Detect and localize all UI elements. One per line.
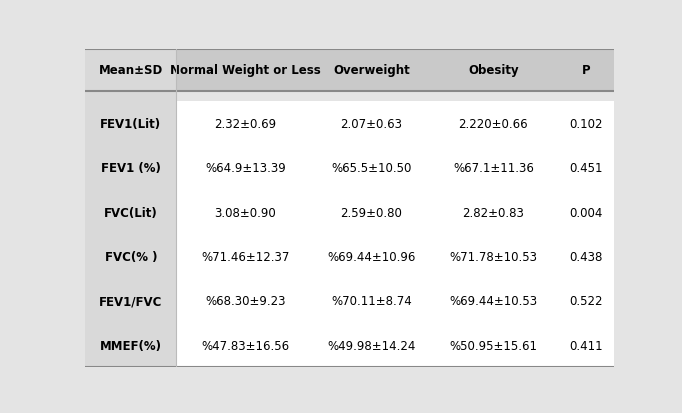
Bar [85, 146, 176, 190]
Text: %64.9±13.39: %64.9±13.39 [205, 162, 286, 175]
Bar [314, 235, 429, 279]
Bar [314, 323, 429, 368]
Bar [429, 190, 558, 235]
Bar [558, 323, 614, 368]
Bar [429, 323, 558, 368]
Bar [558, 50, 614, 92]
Text: 0.522: 0.522 [569, 294, 603, 308]
Bar [85, 190, 176, 235]
Bar [429, 50, 558, 92]
Text: 0.004: 0.004 [569, 206, 603, 219]
Bar [176, 323, 314, 368]
Bar [85, 50, 176, 92]
Bar [176, 190, 314, 235]
Bar [176, 92, 314, 102]
Bar [85, 279, 176, 323]
Text: 0.451: 0.451 [569, 162, 603, 175]
Bar [314, 102, 429, 146]
Text: FVC(% ): FVC(% ) [104, 250, 157, 263]
Text: 0.438: 0.438 [569, 250, 603, 263]
Bar [176, 235, 314, 279]
Bar [176, 279, 314, 323]
Text: %49.98±14.24: %49.98±14.24 [327, 339, 416, 352]
Text: 2.32±0.69: 2.32±0.69 [214, 117, 276, 131]
Bar [314, 146, 429, 190]
Text: FVC(Lit): FVC(Lit) [104, 206, 158, 219]
Text: %69.44±10.53: %69.44±10.53 [449, 294, 537, 308]
Text: Normal Weight or Less: Normal Weight or Less [170, 64, 321, 77]
Text: %71.78±10.53: %71.78±10.53 [449, 250, 537, 263]
Bar [429, 279, 558, 323]
Bar [558, 279, 614, 323]
Text: MMEF(%): MMEF(%) [100, 339, 162, 352]
Bar [85, 102, 176, 146]
Text: %47.83±16.56: %47.83±16.56 [201, 339, 289, 352]
Bar [85, 235, 176, 279]
Bar [558, 190, 614, 235]
Text: %71.46±12.37: %71.46±12.37 [201, 250, 289, 263]
Text: %65.5±10.50: %65.5±10.50 [331, 162, 412, 175]
Text: Obesity: Obesity [468, 64, 519, 77]
Text: 3.08±0.90: 3.08±0.90 [214, 206, 276, 219]
Bar [429, 102, 558, 146]
Text: %68.30±9.23: %68.30±9.23 [205, 294, 286, 308]
Text: 0.411: 0.411 [569, 339, 603, 352]
Text: Mean±SD: Mean±SD [99, 64, 163, 77]
Bar [314, 92, 429, 102]
Text: FEV1 (%): FEV1 (%) [101, 162, 161, 175]
Bar [314, 279, 429, 323]
Bar [429, 92, 558, 102]
Text: %69.44±10.96: %69.44±10.96 [327, 250, 416, 263]
Text: 2.07±0.63: 2.07±0.63 [340, 117, 402, 131]
Text: %67.1±11.36: %67.1±11.36 [453, 162, 534, 175]
Bar [558, 146, 614, 190]
Text: P: P [582, 64, 590, 77]
Bar [558, 235, 614, 279]
Text: %50.95±15.61: %50.95±15.61 [449, 339, 537, 352]
Bar [558, 102, 614, 146]
Text: %70.11±8.74: %70.11±8.74 [331, 294, 412, 308]
Text: 2.59±0.80: 2.59±0.80 [340, 206, 402, 219]
Bar [85, 323, 176, 368]
Bar [176, 50, 314, 92]
Text: Overweight: Overweight [333, 64, 410, 77]
Text: 2.220±0.66: 2.220±0.66 [458, 117, 529, 131]
Text: 0.102: 0.102 [569, 117, 603, 131]
Text: FEV1/FVC: FEV1/FVC [99, 294, 162, 308]
Bar [429, 235, 558, 279]
Bar [176, 102, 314, 146]
Text: FEV1(Lit): FEV1(Lit) [100, 117, 162, 131]
Bar [314, 190, 429, 235]
Bar [558, 92, 614, 102]
Bar [429, 146, 558, 190]
Bar [176, 146, 314, 190]
Bar [314, 50, 429, 92]
Text: 2.82±0.83: 2.82±0.83 [462, 206, 524, 219]
Bar [85, 92, 176, 102]
